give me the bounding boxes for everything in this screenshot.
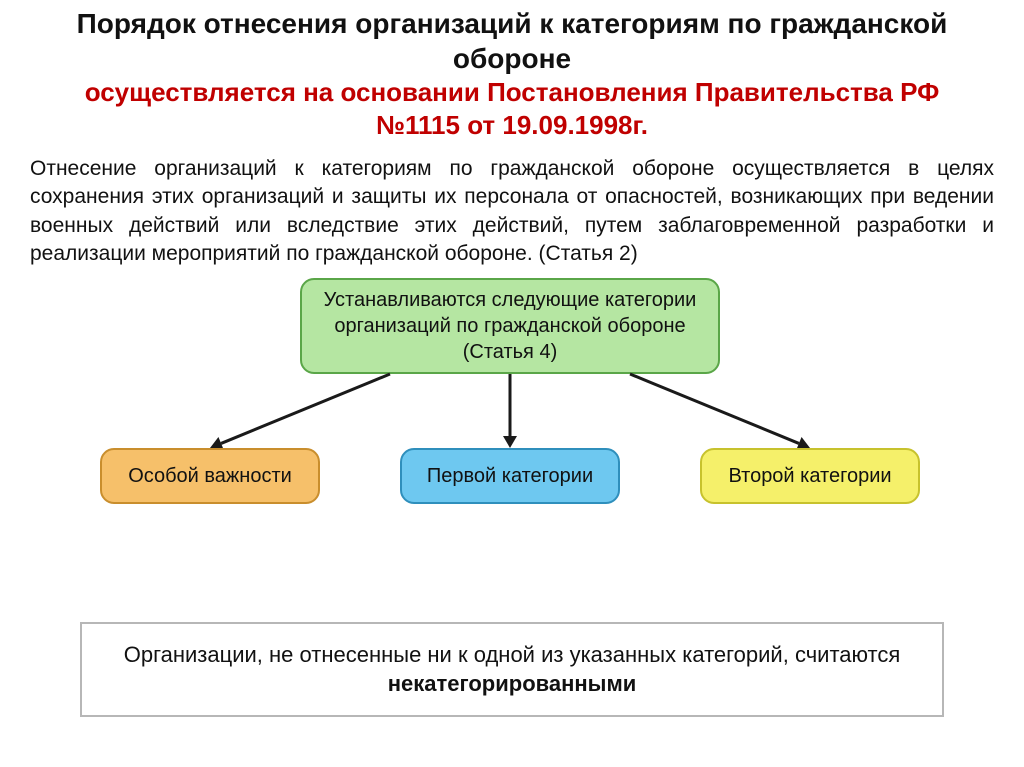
category-box-3: Второй категории <box>700 448 920 504</box>
category-diagram: Устанавливаются следующие категории орга… <box>0 278 1024 558</box>
title-line-2: осуществляется на основании Постановлени… <box>40 76 984 141</box>
intro-paragraph: Отнесение организаций к категориям по гр… <box>0 141 1024 268</box>
title-line-1: Порядок отнесения организаций к категори… <box>40 6 984 76</box>
category-box-1: Особой важности <box>100 448 320 504</box>
top-categories-box: Устанавливаются следующие категории орга… <box>300 278 720 374</box>
footer-note-box: Организации, не отнесенные ни к одной из… <box>80 622 944 717</box>
category-box-2: Первой категории <box>400 448 620 504</box>
title-block: Порядок отнесения организаций к категори… <box>0 0 1024 141</box>
